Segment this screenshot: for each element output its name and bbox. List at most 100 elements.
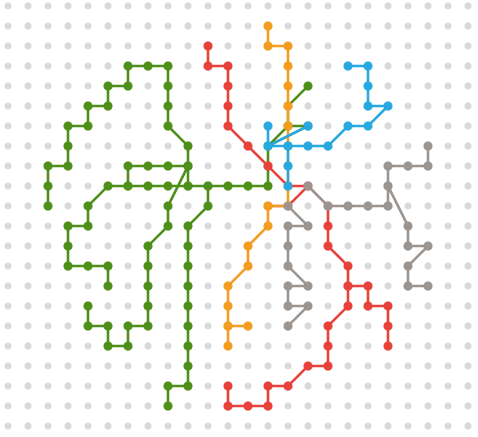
grid-dot: [44, 262, 52, 270]
gray-top-node: [403, 161, 413, 171]
grid-dot: [64, 402, 72, 410]
grid-dot: [64, 62, 72, 70]
orange-line-node: [283, 81, 293, 91]
grid-dot: [324, 182, 332, 190]
green-left-loop-node: [123, 161, 133, 171]
grid-dot: [464, 142, 472, 150]
gray-right-node: [423, 281, 433, 291]
gray-main-node: [283, 301, 293, 311]
grid-dot: [324, 2, 332, 10]
grid-dot: [84, 82, 92, 90]
grid-dot: [244, 282, 252, 290]
grid-dot: [444, 402, 452, 410]
green-left-loop-node: [163, 161, 173, 171]
grid-dot: [344, 322, 352, 330]
grid-dot: [284, 2, 292, 10]
grid-dot: [344, 422, 352, 430]
grid-dot: [384, 82, 392, 90]
green-left-bottom-node: [63, 221, 73, 231]
orange-line-node: [283, 41, 293, 51]
blue-diag-node: [303, 121, 313, 131]
red-main-node: [243, 401, 253, 411]
green-center-down-node: [183, 261, 193, 271]
gray-main-node: [283, 221, 293, 231]
grid-dot: [444, 202, 452, 210]
grid-dot: [4, 202, 12, 210]
grid-dot: [224, 22, 232, 30]
green-left-loop-node: [63, 161, 73, 171]
gray-main-node: [283, 281, 293, 291]
grid-dot: [4, 42, 12, 50]
green-center-down-node: [183, 341, 193, 351]
red-main-node: [323, 221, 333, 231]
grid-dot: [244, 422, 252, 430]
grid-dot: [24, 182, 32, 190]
blue-line-node: [343, 61, 353, 71]
gray-link-node: [323, 201, 333, 211]
route-nodes: [43, 21, 433, 411]
grid-dot: [4, 22, 12, 30]
grid-dot: [304, 262, 312, 270]
grid-dot: [364, 22, 372, 30]
green-center-node: [263, 181, 273, 191]
grid-dot: [324, 122, 332, 130]
grid-dot: [84, 142, 92, 150]
grid-dot: [164, 242, 172, 250]
grid-dot: [124, 142, 132, 150]
blue-line-node: [363, 121, 373, 131]
grid-dot: [24, 322, 32, 330]
grid-dot: [264, 62, 272, 70]
grid-dot: [384, 282, 392, 290]
gray-right-node: [383, 201, 393, 211]
grid-dot: [324, 402, 332, 410]
grid-dot: [164, 302, 172, 310]
green-left-loop-node: [63, 141, 73, 151]
grid-dot: [424, 102, 432, 110]
grid-dot: [464, 262, 472, 270]
grid-dot: [244, 22, 252, 30]
blue-line-node: [303, 141, 313, 151]
green-center-node: [303, 81, 313, 91]
grid-dot: [284, 402, 292, 410]
grid-dot: [364, 382, 372, 390]
grid-dot: [464, 242, 472, 250]
grid-dot: [304, 322, 312, 330]
grid-dot: [344, 402, 352, 410]
grid-dot: [24, 242, 32, 250]
green-center-down-node: [183, 241, 193, 251]
green-left-bottom-node: [103, 281, 113, 291]
red-main-node: [343, 261, 353, 271]
green-left-lower-node: [163, 201, 173, 211]
grid-dot: [84, 242, 92, 250]
orange-line-node: [283, 61, 293, 71]
grid-dot: [124, 302, 132, 310]
grid-dot: [204, 322, 212, 330]
grid-dot: [184, 62, 192, 70]
grid-dot: [444, 22, 452, 30]
grid-dot: [24, 222, 32, 230]
grid-dot: [144, 362, 152, 370]
grid-dot: [4, 222, 12, 230]
red-main-node: [223, 121, 233, 131]
grid-dot: [224, 2, 232, 10]
grid-dot: [24, 342, 32, 350]
grid-dot: [44, 322, 52, 330]
grid-dot: [24, 142, 32, 150]
grid-dot: [464, 102, 472, 110]
grid-dot: [384, 42, 392, 50]
grid-dot: [224, 422, 232, 430]
gray-top-node: [383, 181, 393, 191]
grid-dot: [304, 342, 312, 350]
green-left-lower-node: [183, 161, 193, 171]
grid-dot: [444, 2, 452, 10]
grid-dot: [324, 42, 332, 50]
grid-dot: [244, 382, 252, 390]
grid-dot: [304, 62, 312, 70]
green-left-bottom-node: [103, 181, 113, 191]
grid-dot: [284, 362, 292, 370]
grid-dot: [344, 242, 352, 250]
grid-dot: [364, 402, 372, 410]
green-left-lower-node: [123, 341, 133, 351]
gray-main-node: [303, 281, 313, 291]
